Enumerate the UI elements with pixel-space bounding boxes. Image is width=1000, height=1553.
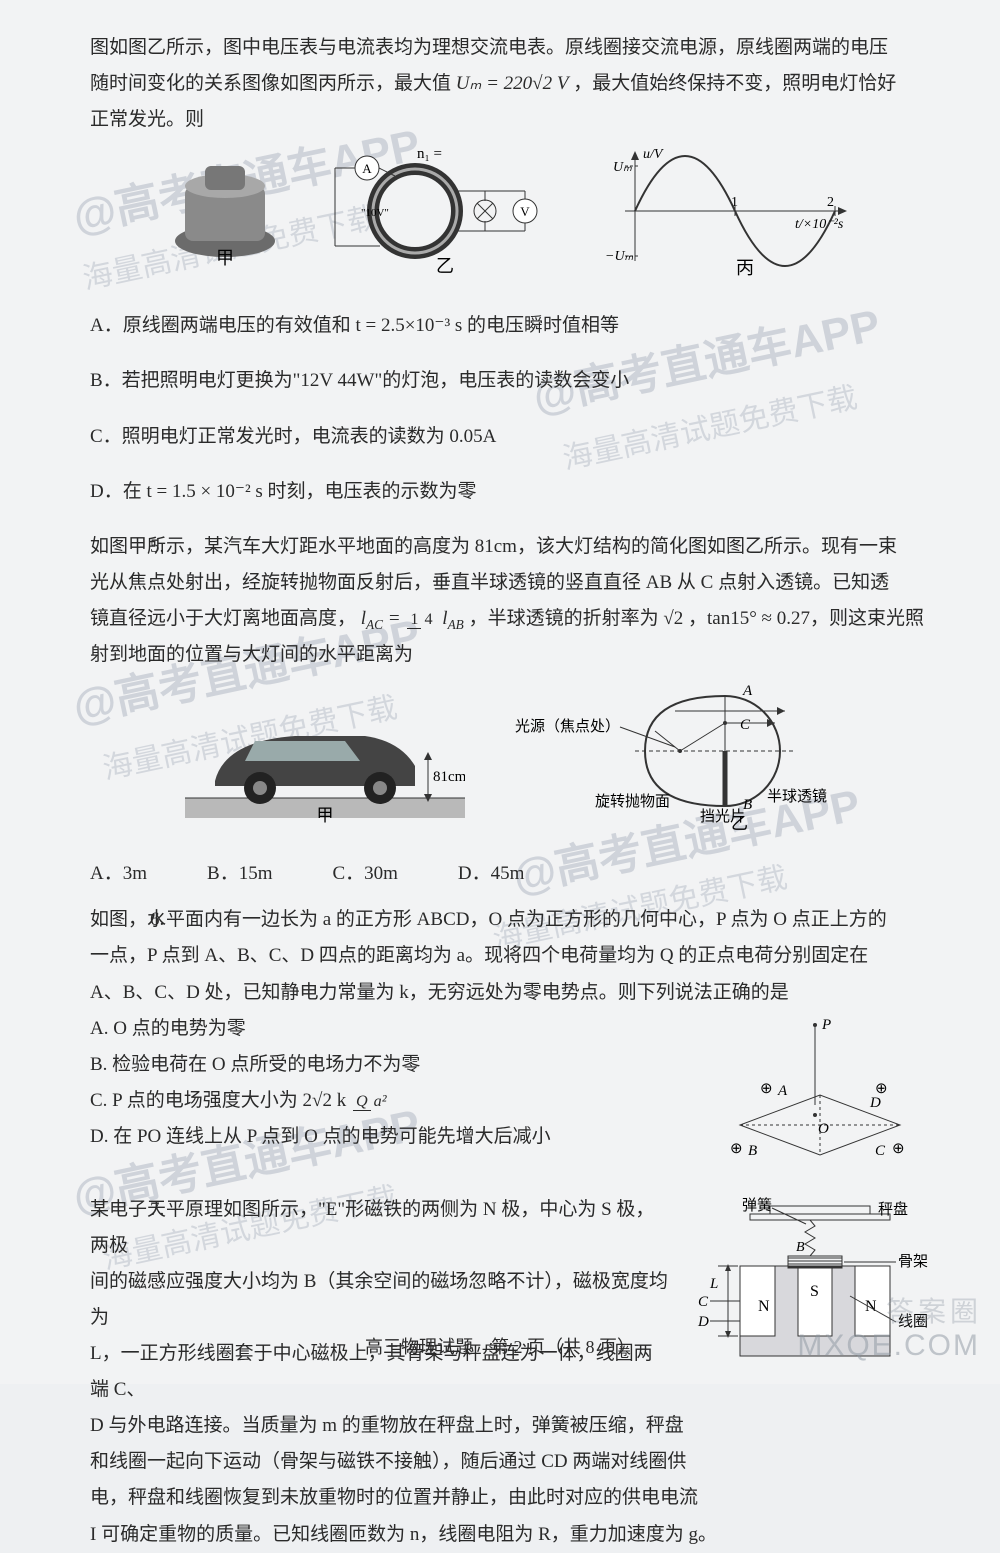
fig5-jia: 81cm 甲: [185, 686, 465, 839]
text: C. P 点的电场强度大小为 2√2 k: [90, 1090, 346, 1111]
svg-text:D: D: [869, 1095, 881, 1111]
svg-text:弹簧: 弹簧: [742, 1197, 772, 1214]
svg-text:C: C: [698, 1294, 709, 1310]
svg-text:丙: 丙: [736, 258, 754, 276]
q7-number: 7.: [150, 1192, 164, 1228]
svg-text:乙: 乙: [436, 256, 454, 276]
q5: 5. 如图甲所示，某汽车大灯距水平地面的高度为 81cm，该大灯结构的简化图如图…: [90, 529, 930, 893]
q5-line: 如图甲所示，某汽车大灯距水平地面的高度为 81cm，该大灯结构的简化图如图乙所示…: [90, 529, 930, 565]
svg-text:A: A: [742, 683, 753, 699]
q6-line: 如图，水平面内有一边长为 a 的正方形 ABCD，O 点为正方形的几何中心，P …: [90, 902, 930, 938]
corner-url: MXQE.COM: [797, 1317, 980, 1374]
q6: 6. 如图，水平面内有一边长为 a 的正方形 ABCD，O 点为正方形的几何中心…: [90, 902, 930, 1181]
svg-text:骨架: 骨架: [898, 1253, 928, 1270]
q6-line: 一点，P 点到 A、B、C、D 四点的距离均为 a。现将四个电荷量均为 Q 的正…: [90, 938, 930, 974]
opt-a: A．原线圈两端电压的有效值和 t = 2.5×10⁻³ s 的电压瞬时值相等: [90, 308, 930, 344]
svg-text:⊕: ⊕: [760, 1081, 773, 1097]
q7-line: D 与外电路连接。当质量为 m 的重物放在秤盘上时，弹簧被压缩，秤盘: [90, 1408, 930, 1444]
svg-text:t/×10⁻²s: t/×10⁻²s: [795, 217, 844, 232]
svg-text:N: N: [865, 1298, 877, 1315]
exam-page: @高考直通车APP 海量高清试题免费下载 @高考直通车APP 海量高清试题免费下…: [0, 0, 1000, 1384]
svg-text:P: P: [821, 1017, 831, 1033]
svg-text:半球透镜: 半球透镜: [767, 787, 827, 805]
text: ，半球透镜的折射率为 √2 ，tan15° ≈ 0.27，则这束光照: [469, 608, 924, 629]
opt-b: B．若把照明电灯更换为"12V 44W"的灯泡，电压表的读数会变小: [90, 363, 930, 399]
fig6: P O ⊕ ⊕ ⊕ ⊕ A D B C: [700, 1015, 930, 1178]
svg-text:甲: 甲: [216, 248, 234, 266]
opt-c: C．30m: [332, 856, 397, 892]
svg-text:S: S: [810, 1283, 819, 1300]
fig-jia: 甲: [165, 156, 285, 279]
q7-line: 和线圈一起向下运动（骨架与磁铁不接触），随后通过 CD 两端对线圈供: [90, 1444, 930, 1480]
lab-expr: lAB: [438, 608, 464, 629]
svg-text:光源（焦点处）: 光源（焦点处）: [515, 718, 620, 735]
svg-text:旋转抛物面: 旋转抛物面: [595, 793, 670, 810]
fig-bing: u/V Uₘ −Uₘ 1 2 t/×10⁻²s 丙: [595, 146, 855, 289]
car-figure: 81cm 甲: [185, 686, 465, 826]
svg-text:乙: 乙: [731, 814, 748, 831]
svg-text:Uₘ: Uₘ: [613, 160, 632, 175]
svg-text:−Uₘ: −Uₘ: [605, 249, 634, 264]
text: 镜直径远小于大灯离地面高度，: [90, 608, 356, 629]
q5-line: 光从焦点处射出，经旋转抛物面反射后，垂直半球透镜的竖直直径 AB 从 C 点射入…: [90, 565, 930, 601]
svg-text:V: V: [520, 204, 530, 219]
fraction: 14: [407, 611, 435, 629]
svg-text:A: A: [777, 1083, 788, 1099]
optics-figure: A B C 光源（焦点处） 旋转抛物面 挡光片 半球透镜 乙: [505, 681, 835, 831]
q5-line: 镜直径远小于大灯离地面高度， lAC = 14 lAB ，半球透镜的折射率为 √…: [90, 601, 930, 637]
intro-line: 正常发光。则: [90, 102, 930, 138]
q7-line: I 可确定重物的质量。已知线圈匝数为 n，线圈电阻为 R，重力加速度为 g。: [90, 1517, 930, 1553]
opt-c: C．照明电灯正常发光时，电流表的读数为 0.05A: [90, 419, 930, 455]
opt-b: B．15m: [207, 856, 272, 892]
intro-line: 图如图乙所示，图中电压表与电流表均为理想交流电表。原线圈接交流电源，原线圈两端的…: [90, 30, 930, 66]
svg-text:u/V: u/V: [643, 147, 664, 162]
svg-text:A: A: [362, 161, 372, 176]
svg-text:C: C: [740, 717, 751, 733]
svg-text:"10V": "10V": [361, 207, 389, 219]
q4-options: A．原线圈两端电压的有效值和 t = 2.5×10⁻³ s 的电压瞬时值相等 B…: [90, 308, 930, 509]
um-expression: Uₘ = 220√2 V: [456, 73, 569, 94]
q6-number: 6.: [150, 902, 164, 938]
q5-number: 5.: [150, 529, 164, 565]
text: 随时间变化的关系图像如图丙所示，最大值: [90, 73, 451, 94]
opt-d: D．在 t = 1.5 × 10⁻² s 时刻，电压表的示数为零: [90, 474, 930, 510]
svg-text:L: L: [709, 1276, 718, 1292]
svg-text:秤盘: 秤盘: [878, 1200, 908, 1218]
fig5-yi: A B C 光源（焦点处） 旋转抛物面 挡光片 半球透镜 乙: [505, 681, 835, 844]
svg-text:C: C: [875, 1143, 886, 1159]
opt-d: D．45m: [458, 856, 525, 892]
text: ，最大值始终保持不变，照明电灯恰好: [573, 73, 896, 94]
fraction: Qa²: [353, 1093, 390, 1111]
q7-line: 电，秤盘和线圈恢复到未放重物时的位置并静止，由此时对应的供电电流: [90, 1480, 930, 1516]
svg-text:B: B: [796, 1240, 805, 1255]
sine-graph: u/V Uₘ −Uₘ 1 2 t/×10⁻²s 丙: [595, 146, 855, 276]
opt-a: A．3m: [90, 856, 147, 892]
svg-text:⊕: ⊕: [892, 1141, 905, 1157]
circuit-diagram: n₁ = A: [325, 146, 555, 276]
q5-line: 射到地面的位置与大灯间的水平距离为: [90, 637, 930, 673]
figure-row-2: 81cm 甲: [90, 681, 930, 844]
q5-options: A．3m B．15m C．30m D．45m: [90, 856, 930, 892]
fig-yi: n₁ = A: [325, 146, 555, 289]
figure-row-1: 甲 n₁ = A: [90, 146, 930, 289]
svg-text:甲: 甲: [317, 806, 334, 825]
svg-text:B: B: [748, 1143, 757, 1159]
svg-text:81cm: 81cm: [433, 769, 465, 785]
q4-continued: 图如图乙所示，图中电压表与电流表均为理想交流电表。原线圈接交流电源，原线圈两端的…: [90, 30, 930, 510]
charges-figure: P O ⊕ ⊕ ⊕ ⊕ A D B C: [700, 1015, 930, 1165]
svg-text:2: 2: [827, 195, 834, 210]
svg-text:n₁ =: n₁ =: [417, 146, 442, 162]
svg-text:O: O: [818, 1121, 829, 1137]
q6-line: A、B、C、D 处，已知静电力常量为 k，无穷远处为零电势点。则下列说法正确的是: [90, 975, 930, 1011]
lac-expr: lAC =: [361, 608, 406, 629]
svg-text:⊕: ⊕: [730, 1141, 743, 1157]
svg-text:D: D: [697, 1314, 709, 1330]
transformer-icon: 甲: [165, 156, 285, 266]
svg-text:N: N: [758, 1298, 770, 1315]
intro-line: 随时间变化的关系图像如图丙所示，最大值 Uₘ = 220√2 V ，最大值始终保…: [90, 66, 930, 102]
